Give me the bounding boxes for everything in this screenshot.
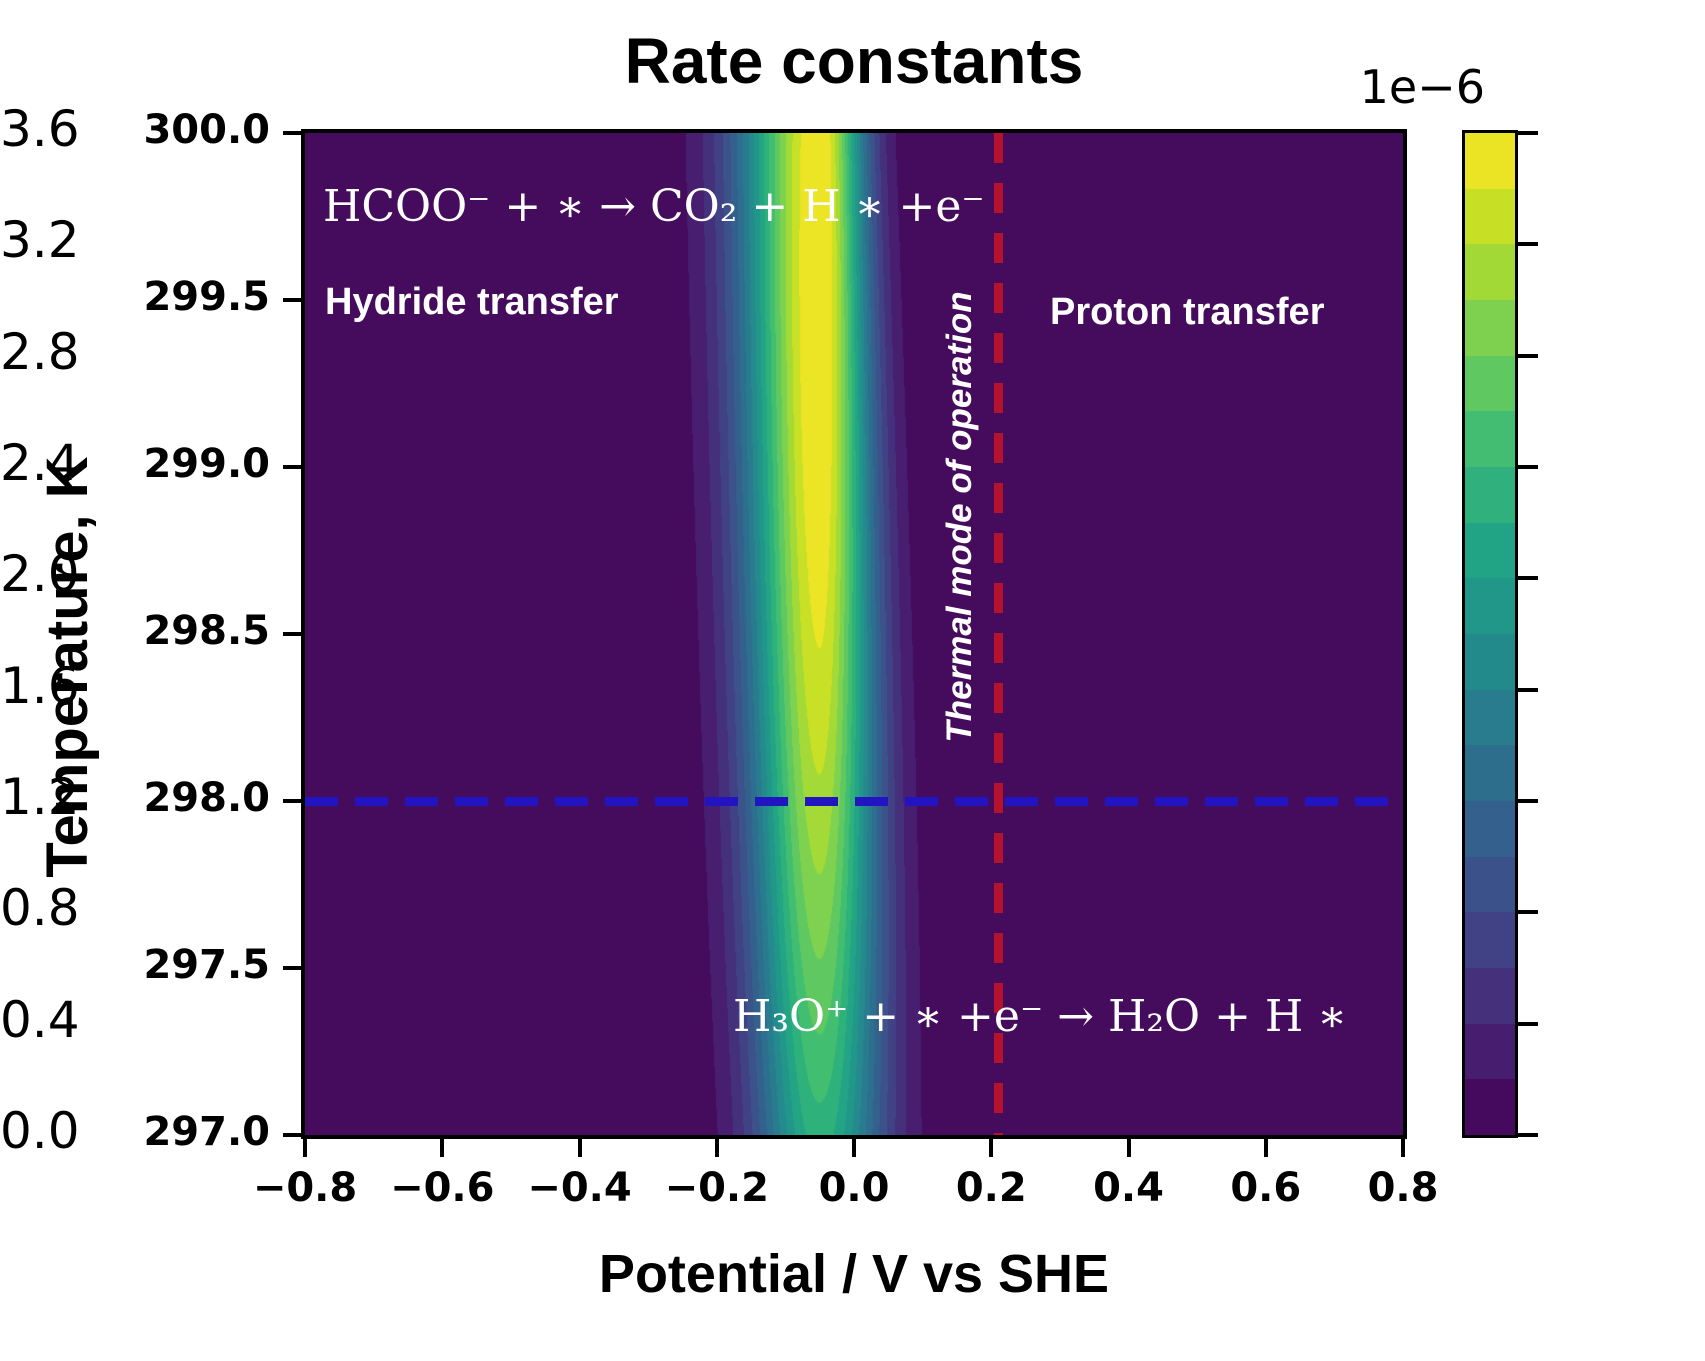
colorbar-tick-mark xyxy=(1518,1133,1538,1137)
x-tick-label: −0.4 xyxy=(527,1165,632,1211)
plot-area: HCOO⁻ + ∗ → CO₂ + H ∗ +e⁻ Hydride transf… xyxy=(301,129,1407,1139)
y-tick-label: 299.5 xyxy=(143,274,270,320)
colorbar-band xyxy=(1465,634,1515,691)
x-tick-label: 0.0 xyxy=(818,1165,890,1211)
colorbar-band xyxy=(1465,244,1515,301)
colorbar-tick-mark xyxy=(1518,576,1538,581)
y-tick-mark xyxy=(283,1133,301,1137)
colorbar-band xyxy=(1465,355,1515,412)
x-tick-label: 0.2 xyxy=(955,1165,1027,1211)
colorbar-band xyxy=(1465,1023,1515,1080)
x-tick-label: −0.6 xyxy=(390,1165,495,1211)
colorbar xyxy=(1462,130,1518,1138)
y-tick-mark xyxy=(283,131,301,135)
y-tick-label: 300.0 xyxy=(143,107,270,153)
x-tick-mark xyxy=(1401,1139,1405,1157)
colorbar-tick-mark xyxy=(1518,1021,1538,1026)
chart-title: Rate constants xyxy=(624,25,1084,97)
colorbar-band xyxy=(1465,912,1515,969)
hydride-transfer-region-label: Hydride transfer xyxy=(325,281,619,323)
colorbar-tick-label: 1.2 xyxy=(0,768,80,826)
x-tick-mark xyxy=(989,1139,994,1157)
colorbar-band xyxy=(1465,689,1515,746)
y-tick-label: 298.0 xyxy=(143,775,270,821)
x-tick-mark xyxy=(714,1139,719,1157)
y-tick-label: 297.0 xyxy=(143,1109,270,1155)
colorbar-band xyxy=(1465,801,1515,858)
colorbar-tick-mark xyxy=(1518,799,1538,803)
colorbar-tick-label: 0.4 xyxy=(0,990,80,1049)
colorbar-band xyxy=(1465,188,1515,245)
x-tick-mark xyxy=(577,1139,582,1157)
proton-transfer-reaction-equation: H₃O⁺ + ∗ +e⁻ → H₂O + H ∗ xyxy=(733,991,1348,1042)
colorbar-band xyxy=(1465,522,1515,579)
colorbar-tick-mark xyxy=(1518,910,1538,915)
thermal-operation-potential-reference-line xyxy=(993,133,1003,1135)
colorbar-tick-label: 3.6 xyxy=(0,100,80,158)
temperature-298K-reference-line xyxy=(305,796,1403,806)
y-tick-mark xyxy=(283,966,301,970)
colorbar-band xyxy=(1465,856,1515,913)
y-tick-label: 298.5 xyxy=(143,608,270,654)
x-tick-label: 0.8 xyxy=(1367,1165,1439,1211)
x-tick-label: 0.6 xyxy=(1230,1165,1302,1211)
colorbar-tick-label: 0.0 xyxy=(0,1102,80,1160)
colorbar-band xyxy=(1465,968,1515,1025)
colorbar-band xyxy=(1465,411,1515,468)
y-tick-mark xyxy=(283,465,301,469)
rate-constant-heatmap xyxy=(305,133,1403,1135)
colorbar-tick-mark xyxy=(1518,687,1538,692)
colorbar-tick-label: 2.4 xyxy=(0,434,80,492)
colorbar-band xyxy=(1465,133,1515,190)
thermal-mode-of-operation-label: Thermal mode of operation xyxy=(940,291,979,743)
y-tick-mark xyxy=(283,799,301,803)
colorbar-tick-mark xyxy=(1518,465,1538,469)
hydride-transfer-reaction-equation: HCOO⁻ + ∗ → CO₂ + H ∗ +e⁻ xyxy=(323,181,985,232)
colorbar-band xyxy=(1465,745,1515,802)
x-tick-label: 0.4 xyxy=(1093,1165,1164,1211)
x-tick-mark xyxy=(852,1139,856,1157)
colorbar-band xyxy=(1465,467,1515,524)
colorbar-tick-mark xyxy=(1518,242,1538,247)
colorbar-tick-label: 0.8 xyxy=(0,879,80,938)
y-tick-label: 297.5 xyxy=(143,942,270,988)
x-tick-label: −0.8 xyxy=(252,1165,358,1211)
x-tick-mark xyxy=(440,1139,445,1157)
y-tick-label: 299.0 xyxy=(143,441,270,487)
x-tick-mark xyxy=(1126,1139,1131,1157)
y-tick-mark xyxy=(283,632,301,636)
colorbar-tick-mark xyxy=(1518,131,1538,135)
x-tick-mark xyxy=(303,1139,307,1157)
x-tick-mark xyxy=(1263,1139,1268,1157)
colorbar-band xyxy=(1465,1079,1515,1136)
colorbar-band xyxy=(1465,300,1515,357)
colorbar-tick-mark xyxy=(1518,353,1538,358)
x-axis-label: Potential / V vs SHE xyxy=(598,1244,1110,1304)
colorbar-scale-offset-label: 1e−6 xyxy=(1359,60,1485,114)
proton-transfer-region-label: Proton transfer xyxy=(1050,291,1325,333)
y-tick-mark xyxy=(283,298,301,302)
colorbar-tick-label: 2.0 xyxy=(0,545,80,604)
colorbar-tick-label: 3.2 xyxy=(0,211,80,270)
colorbar-band xyxy=(1465,578,1515,635)
colorbar-tick-label: 2.8 xyxy=(0,322,80,381)
x-tick-label: −0.2 xyxy=(664,1165,769,1211)
colorbar-tick-label: 1.6 xyxy=(0,656,80,715)
